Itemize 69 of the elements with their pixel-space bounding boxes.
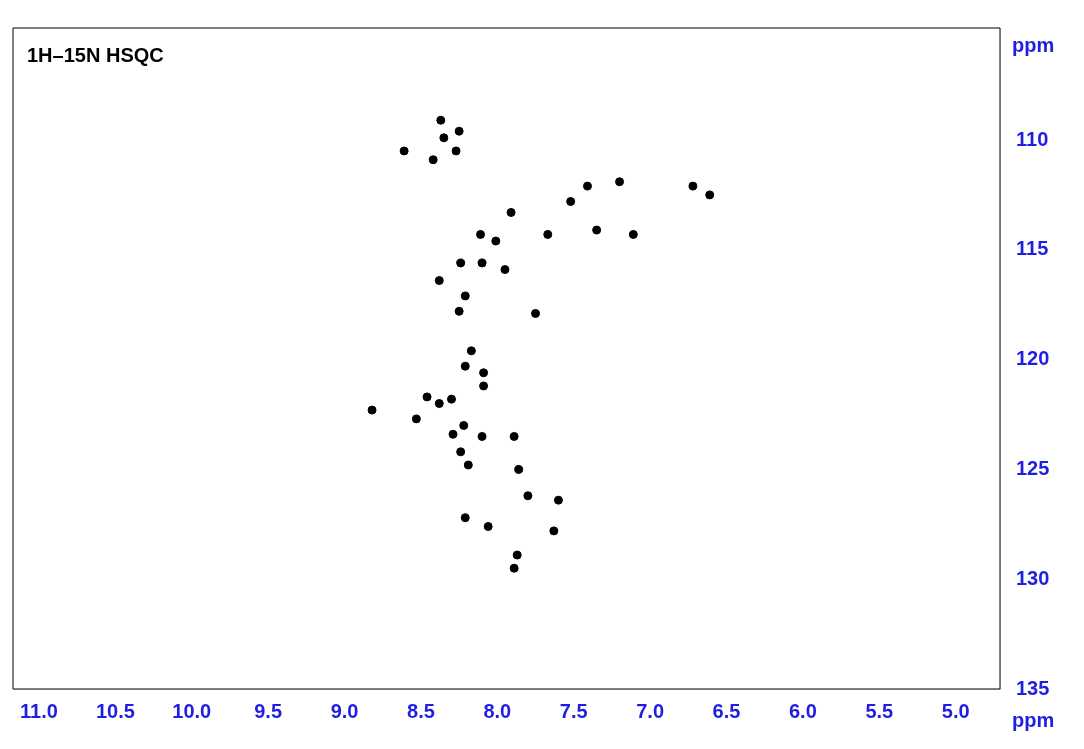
point: [523, 491, 533, 501]
point: [543, 229, 553, 239]
point: [454, 306, 464, 316]
point: [512, 550, 522, 560]
point: [615, 177, 625, 187]
point: [705, 190, 715, 200]
point: [500, 265, 510, 275]
point: [479, 381, 489, 391]
point: [592, 225, 602, 235]
point: [531, 308, 541, 318]
point: [448, 429, 458, 439]
point: [399, 146, 409, 156]
point: [454, 126, 464, 136]
y-tick-label: 125: [1016, 456, 1050, 479]
x-tick-label: 5.5: [865, 699, 894, 722]
point: [447, 394, 456, 404]
point: [566, 196, 576, 206]
point: [460, 513, 470, 523]
point: [456, 447, 466, 457]
point: [428, 155, 438, 165]
point: [553, 495, 563, 505]
point: [411, 414, 421, 424]
x-tick-label: 8.5: [407, 699, 435, 722]
x-tick-label: 6.0: [789, 699, 817, 722]
point: [509, 563, 519, 573]
point: [434, 399, 444, 409]
x-axis-title: ppm: [1012, 708, 1055, 731]
point: [436, 115, 446, 125]
point: [483, 522, 493, 531]
point: [477, 258, 487, 268]
point: [509, 431, 519, 441]
y-tick-label: 115: [1016, 237, 1049, 260]
x-tick-label: 9.5: [254, 699, 283, 722]
y-tick-label: 130: [1016, 566, 1050, 589]
point: [434, 276, 444, 286]
point: [514, 464, 524, 474]
point: [506, 207, 516, 217]
x-tick-label: 11.0: [20, 699, 58, 722]
y-axis-title: ppm: [1012, 33, 1055, 56]
point: [549, 526, 559, 536]
x-tick-label: 6.5: [712, 699, 741, 722]
point: [439, 133, 449, 143]
x-tick-label: 7.0: [636, 699, 665, 722]
point: [491, 236, 501, 246]
x-tick-label: 9.0: [330, 699, 359, 722]
x-tick-label: 10.0: [172, 699, 212, 722]
point: [477, 431, 487, 441]
point: [456, 258, 466, 268]
point: [459, 420, 469, 430]
point: [422, 392, 432, 402]
point: [628, 229, 638, 239]
x-tick-label: 5.0: [941, 699, 970, 722]
point: [460, 361, 470, 371]
point: [460, 291, 470, 301]
point: [476, 229, 486, 239]
y-tick-label: 120: [1016, 347, 1050, 370]
text: 1H–15N HSQC: [27, 43, 164, 66]
x-tick-label: 8.0: [483, 699, 512, 722]
x-tick-label: 10.5: [95, 699, 135, 722]
point: [463, 460, 473, 470]
point: [479, 368, 489, 378]
x-tick-label: 7.5: [559, 699, 588, 722]
y-tick-label: 110: [1016, 127, 1049, 150]
y-tick-label: 135: [1016, 676, 1050, 699]
point: [367, 405, 377, 415]
point: [582, 181, 592, 191]
point: [451, 146, 461, 156]
point: [688, 181, 698, 191]
point: [466, 346, 476, 356]
